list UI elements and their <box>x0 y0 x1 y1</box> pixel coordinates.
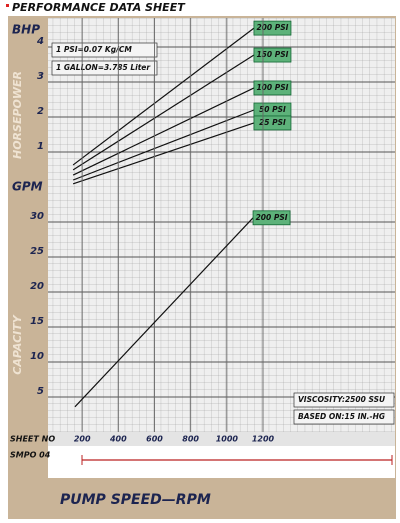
series-label: 200 PSI <box>256 213 288 222</box>
y-tick-label: 2 <box>37 106 44 117</box>
y-unit: GPM <box>12 180 43 194</box>
series-label: 25 PSI <box>259 118 286 127</box>
series-label: 150 PSI <box>256 50 288 59</box>
note-box <box>51 42 158 58</box>
sheet-number: SMPO 04 <box>10 451 51 460</box>
y-unit: BHP <box>12 23 40 37</box>
y-tick-label: 1 <box>37 141 44 152</box>
series-line <box>72 54 255 171</box>
series-line <box>72 122 255 185</box>
note-box <box>293 409 395 425</box>
series-line <box>72 87 255 176</box>
y-tick-label: 30 <box>30 211 44 222</box>
series-label-box <box>252 210 291 226</box>
y-tick-label: 25 <box>30 246 44 257</box>
x-tick-label: 200 <box>74 435 91 444</box>
y-tick-label: 5 <box>37 386 44 397</box>
y-tick-label: 4 <box>36 36 44 47</box>
x-tick-label: 400 <box>109 435 127 444</box>
x-tick-label: 1200 <box>252 435 275 444</box>
annotation: 1 GALLON=3.785 Liter <box>56 63 151 72</box>
minor-grid <box>48 18 395 432</box>
range-strip <box>48 446 395 478</box>
page-title: PERFORMANCE DATA SHEET <box>12 1 186 14</box>
x-tick-label: 800 <box>182 435 199 444</box>
series-label: 100 PSI <box>256 83 288 92</box>
y-axis-label: HORSEPOWER <box>11 71 24 159</box>
y-tick-label: 10 <box>30 351 44 362</box>
x-axis-label: PUMP SPEED—RPM <box>60 492 211 508</box>
x-tick-label: 1000 <box>216 435 239 444</box>
y-tick-label: 15 <box>30 316 44 327</box>
y-axis-label: CAPACITY <box>11 314 24 374</box>
y-tick-label: 3 <box>37 71 44 82</box>
series-line <box>74 217 254 408</box>
series-line <box>72 27 255 166</box>
sheet-label: SHEET NO <box>10 435 55 444</box>
x-tick-label: 600 <box>146 435 163 444</box>
tick-strip <box>48 432 395 446</box>
annotation: VISCOSITY:2500 SSU <box>298 395 385 404</box>
note-box <box>293 392 395 408</box>
bullet <box>6 4 9 7</box>
y-tick-label: 20 <box>30 281 44 292</box>
annotation: BASED ON:15 IN.-HG <box>298 412 385 421</box>
note-box <box>51 60 158 76</box>
series-label: 50 PSI <box>259 105 286 114</box>
series-label: 200 PSI <box>256 23 288 32</box>
series-line <box>72 109 255 181</box>
annotation: 1 PSI=0.07 Kg/CM <box>56 45 132 54</box>
